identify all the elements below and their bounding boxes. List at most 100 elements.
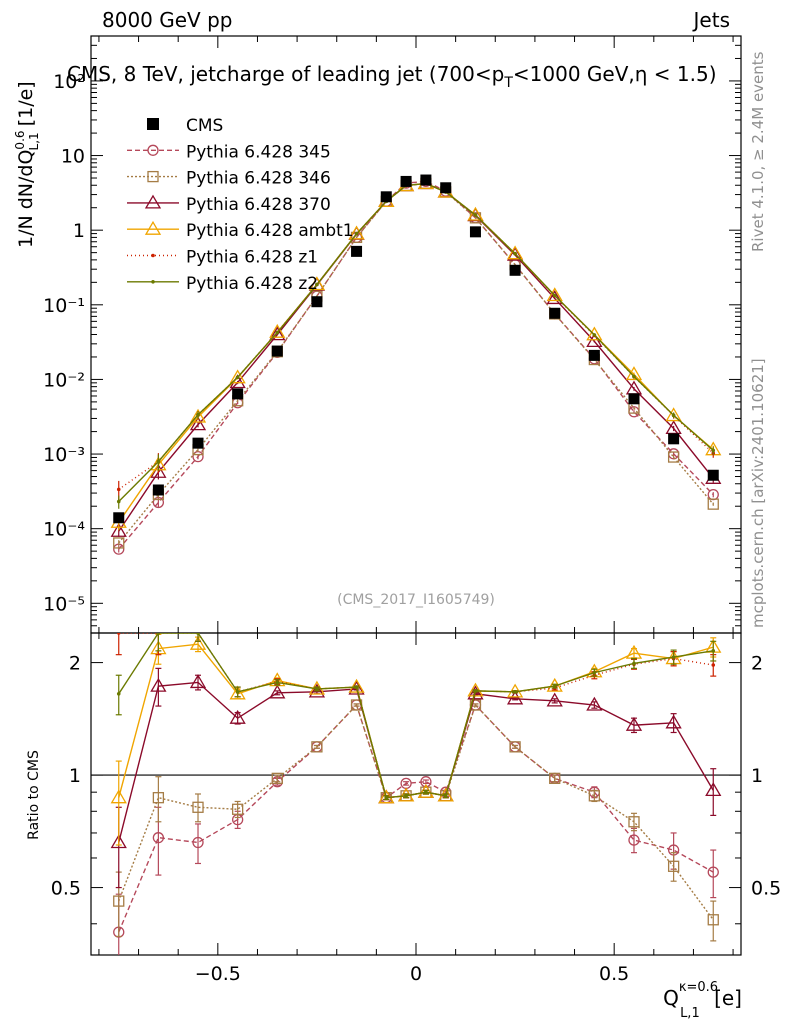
ratio-panel: −0.5 0 0.5 0.5 0.5 1 1 2 2 (51, 632, 781, 985)
legend-ambt1-label: Pythia 6.428 ambt1 (186, 221, 354, 241)
series-z2-point (156, 459, 161, 464)
main-panel: 10⁻⁵ 10⁻⁴ 10⁻³ 10⁻² 10⁻¹ 1 10 10² (43, 35, 742, 634)
series-z2-ratio-point (513, 690, 517, 694)
cms-data-point (351, 245, 363, 257)
cms-data-point (400, 175, 412, 187)
ratio-tick-label: 2 (69, 653, 81, 675)
series-ambt1-ratio-point (110, 789, 127, 804)
legend-345-marker (147, 144, 159, 156)
x-tick-label: −0.5 (195, 963, 241, 985)
series-370-ratio-point (348, 680, 365, 695)
ratio-tick-label-right: 1 (751, 765, 763, 787)
cms-data-point (509, 264, 521, 276)
series-370-ratio-point (665, 714, 682, 729)
series-345-ratio-line (118, 703, 714, 933)
cms-data-point (707, 469, 719, 481)
series-345-ratio-point (192, 836, 204, 849)
y-tick-label: 10⁻² (43, 369, 85, 391)
cms-data-point (420, 174, 432, 186)
ratio-y-axis-label: Ratio to CMS (26, 750, 42, 840)
jets-label: Jets (692, 8, 730, 32)
series-z2-point (711, 448, 716, 453)
series-z2-point (671, 413, 676, 418)
series-ambt1-point (189, 408, 207, 423)
cms-data-point (549, 307, 561, 319)
series-ambt1-point (269, 323, 286, 338)
legend-370-marker (144, 194, 162, 209)
series-z1-point (116, 487, 121, 492)
analysis-watermark: (CMS_2017_I1605749) (337, 592, 495, 608)
series-z2-ratio-point (156, 633, 161, 635)
series-ambt1-ratio-point (467, 682, 484, 697)
y-tick-label: 10⁻³ (43, 444, 85, 466)
series-370-ratio-point (546, 692, 563, 707)
series-ambt1-ratio-point (417, 783, 435, 798)
series-z2-line (118, 182, 714, 503)
series-z1-ratio-point (116, 633, 121, 635)
series-z2-ratio-point (275, 680, 280, 685)
energy-label: 8000 GeV pp (102, 8, 233, 32)
series-z2-point (196, 412, 200, 417)
legend-346-marker (147, 170, 159, 183)
legend-marker-cms (147, 118, 159, 130)
y-tick-label: 10⁻⁵ (43, 593, 85, 615)
legend-z2-label: Pythia 6.428 z2 (186, 274, 318, 294)
series-346-ratio-point (152, 792, 165, 804)
series-ambt1-point (348, 225, 365, 240)
series-z2-ratio-point (235, 690, 240, 694)
series-z2-point (354, 231, 359, 236)
legend-ambt1-marker (144, 220, 162, 235)
series-370-ratio-point (625, 716, 643, 731)
series-z2-point (473, 213, 478, 217)
cms-data-point (271, 345, 283, 357)
series-z2-ratio-point (354, 685, 359, 689)
series-ambt1-ratio-point (229, 685, 246, 700)
series-z2-point (235, 375, 240, 380)
series-ambt1-point (308, 276, 326, 291)
series-370-ratio-line (118, 681, 714, 843)
series-346-ratio-point (549, 772, 561, 785)
series-346-ratio-point (311, 741, 323, 753)
series-370-ratio-point (150, 677, 167, 692)
series-346-point (667, 451, 680, 463)
series-z2-ratio-point (384, 795, 389, 800)
cms-data-point (668, 433, 680, 445)
legend-370-label: Pythia 6.428 370 (186, 195, 331, 215)
series-z2-ratio-point (671, 655, 676, 659)
series-370-ratio-point (269, 684, 286, 699)
cms-data-point (440, 182, 452, 194)
main-plot-area (110, 174, 722, 555)
legend: CMS Pythia 6.428 345 Pythia 6.428 346 Pythi… (127, 116, 354, 294)
series-346-ratio-line (118, 703, 714, 921)
y-tick-label: 10⁻⁴ (43, 519, 85, 541)
cms-data-point (113, 512, 125, 524)
series-z2-ratio-point (424, 790, 428, 794)
series-346-ratio-point (271, 772, 283, 785)
y-tick-label: 10² (53, 71, 85, 93)
legend-345-label: Pythia 6.428 345 (186, 142, 331, 162)
series-346-point (113, 537, 125, 549)
series-370-point (110, 522, 127, 537)
cms-data-point (152, 484, 164, 496)
series-z2-ratio-point (552, 684, 557, 688)
series-345-line (118, 180, 714, 550)
series-370-ratio-point (229, 709, 246, 724)
ratio-tick-label-right: 0.5 (751, 878, 781, 900)
series-ambt1-point (586, 326, 603, 341)
series-z2-ratio-point (711, 649, 716, 653)
cms-data-point (588, 349, 600, 361)
series-346-ratio-point (231, 803, 244, 815)
series-370-ratio-point (189, 674, 207, 689)
rivet-side-label: Rivet 4.1.0, ≥ 2.4M events (749, 51, 767, 252)
series-z2-point (116, 499, 121, 504)
series-346-ratio-point (707, 914, 719, 926)
cms-data-point (311, 296, 323, 308)
legend-z1-label: Pythia 6.428 z1 (186, 248, 318, 268)
ratio-plot-area (110, 633, 722, 955)
series-z2-ratio-point (632, 661, 636, 666)
cms-data-point (232, 388, 244, 400)
cms-data-point (192, 437, 204, 449)
series-345-ratio-point (628, 834, 640, 846)
series-346-ratio-point (628, 816, 640, 828)
